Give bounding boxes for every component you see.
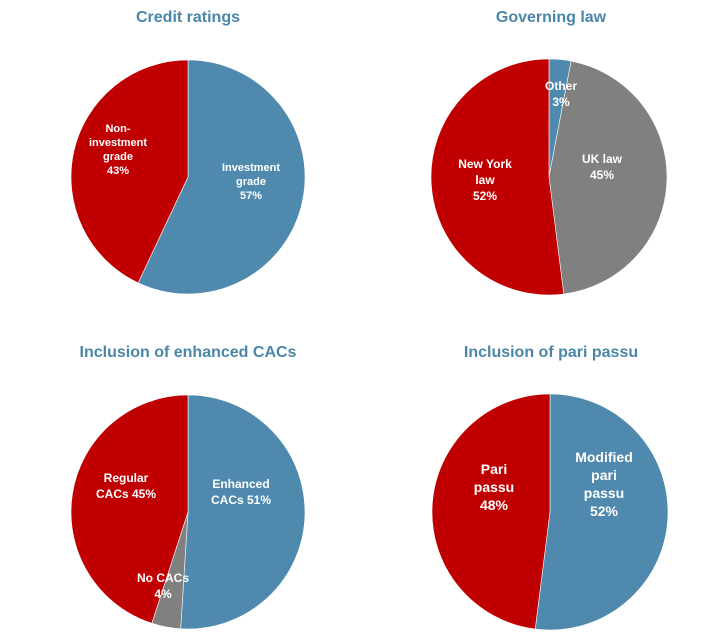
slice-label-pari-passu: Pari passu 48%	[474, 461, 514, 513]
slice-label-other: Other 3%	[545, 79, 577, 109]
chart-title-governing-law: Governing law	[496, 9, 607, 26]
slice-label-line: grade	[103, 151, 133, 163]
slice-label-line: Non-	[105, 123, 130, 135]
pie-slices	[70, 59, 306, 295]
slice-label-line: Pari	[481, 461, 507, 477]
chart-enhanced-cacs: Inclusion of enhanced CACs Enhanced CACs …	[70, 344, 306, 630]
slice-label-line: passu	[474, 479, 514, 495]
chart-title-enhanced-cacs: Inclusion of enhanced CACs	[80, 344, 297, 361]
slice-label-line: pari	[591, 467, 617, 483]
slice-label-line: 57%	[240, 190, 262, 202]
chart-title-pari-passu: Inclusion of pari passu	[464, 344, 638, 361]
pie-slice-non-investment-grade	[70, 59, 189, 284]
pie-slice-pari-passu	[431, 393, 551, 630]
slice-label-investment-grade: Investment grade 57%	[222, 162, 280, 202]
slice-label-line: investment	[89, 137, 147, 149]
pie-slice-modified-pari-passu	[534, 393, 669, 631]
slice-label-line: Other	[545, 79, 577, 93]
slice-label-line: Modified	[575, 449, 633, 465]
slice-label-line: Investment	[222, 162, 280, 174]
slice-label-new-york-law: New York law 52%	[458, 157, 512, 203]
slice-label-line: 45%	[590, 168, 614, 182]
pie-labels: Modified pari passu 52% Pari passu 48%	[474, 449, 633, 519]
chart-pari-passu: Inclusion of pari passu Modified pari pass…	[431, 344, 669, 631]
slice-label-modified-pari-passu: Modified pari passu 52%	[575, 449, 633, 519]
pie-slice-uk-law	[548, 60, 668, 295]
chart-title-credit-ratings: Credit ratings	[136, 9, 240, 26]
slice-label-line: 4%	[154, 587, 172, 601]
chart-governing-law: Governing law Other 3% UK law 45% New York la…	[430, 9, 668, 296]
slice-label-line: UK law	[582, 152, 623, 166]
pie-slices	[431, 393, 669, 631]
slice-label-enhanced-cacs: Enhanced CACs 51%	[211, 477, 271, 507]
pie-slices	[430, 58, 668, 296]
slice-label-line: Regular	[104, 471, 149, 485]
pie-labels: Other 3% UK law 45% New York law 52%	[458, 79, 622, 203]
slice-label-uk-law: UK law 45%	[582, 152, 623, 182]
chart-credit-ratings: Credit ratings Investment grade 57% Non-inv…	[70, 9, 306, 295]
slice-label-line: New York	[458, 157, 512, 171]
slice-label-line: No CACs	[137, 571, 189, 585]
slice-label-line: grade	[236, 176, 266, 188]
slice-label-line: CACs 45%	[96, 487, 156, 501]
slice-label-line: 52%	[590, 503, 619, 519]
pie-slices	[70, 394, 306, 630]
slice-label-line: 52%	[473, 189, 497, 203]
pie-slice-investment-grade	[137, 59, 306, 295]
slice-label-no-cacs: No CACs 4%	[137, 571, 189, 601]
slice-label-regular-cacs: Regular CACs 45%	[96, 471, 156, 501]
pie-slice-regular-cacs	[70, 394, 189, 624]
slice-label-line: 48%	[480, 497, 509, 513]
slice-label-line: 3%	[552, 95, 570, 109]
pie-labels: Enhanced CACs 51% No CACs 4% Regular CACs 45%	[96, 471, 271, 601]
slice-label-line: passu	[584, 485, 624, 501]
slice-label-line: CACs 51%	[211, 493, 271, 507]
pie-slice-enhanced-cacs	[180, 394, 306, 630]
slice-label-line: law	[475, 173, 495, 187]
slice-label-line: 43%	[107, 165, 129, 177]
pie-slice-new-york-law	[430, 58, 565, 296]
slice-label-line: Enhanced	[212, 477, 269, 491]
pie-labels: Investment grade 57% Non-investment grade 43%	[89, 123, 280, 202]
slice-label-non-investment-grade: Non-investment grade 43%	[89, 123, 147, 177]
